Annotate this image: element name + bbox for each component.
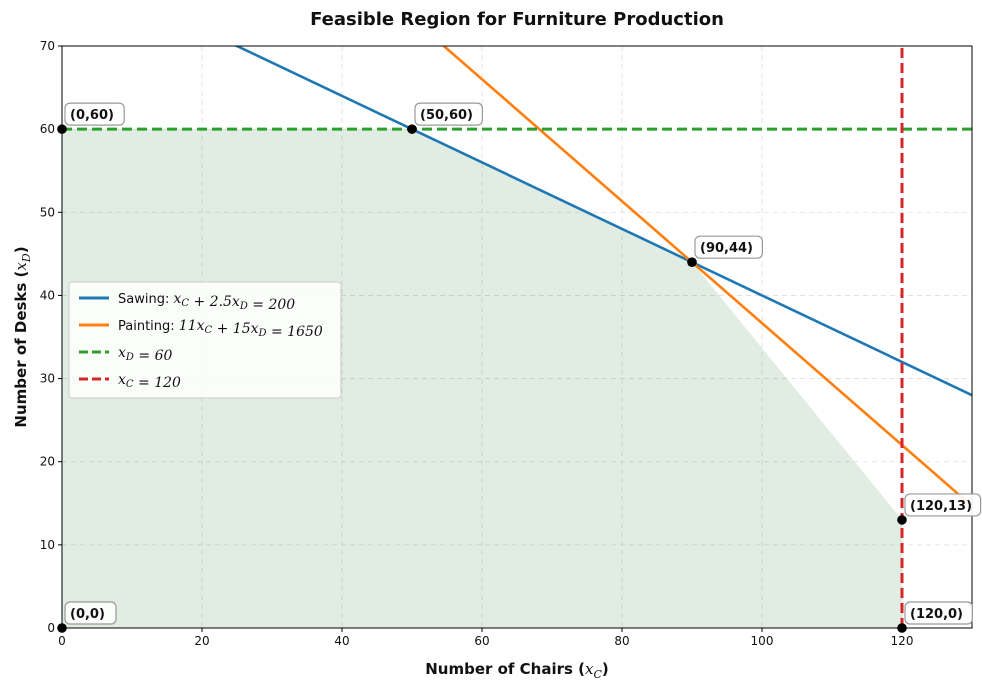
corner-point-label-box [414, 102, 484, 126]
constraint-line-1 [233, 46, 972, 397]
legend-math-part: + 2.5x [189, 294, 240, 310]
corner-point [687, 257, 697, 267]
corner-point [57, 623, 67, 633]
plot-frame [61, 45, 973, 629]
y-tick-label: 20 [40, 455, 55, 469]
chart-title: Feasible Region for Furniture Production [310, 9, 724, 30]
legend-math-part: = 60 [134, 348, 173, 364]
x-axis-label-var: x [585, 660, 594, 678]
x-tick-label: 120 [891, 634, 914, 648]
legend-math-sub: C [126, 379, 134, 390]
corner-point-label: (120,13) [910, 499, 972, 514]
corner-point [407, 124, 417, 134]
axis-ticks: 0 20 40 60 80 100 120 0 10 20 30 40 50 60 70 [40, 39, 914, 648]
y-axis-label-text: Number of Desks ( [12, 271, 30, 428]
y-axis-label-close: ) [12, 246, 30, 253]
x-axis-label-close: ) [602, 660, 609, 678]
legend-math-part: = 200 [248, 297, 295, 313]
legend-math-sub: D [125, 352, 134, 363]
x-axis-label-sub: C [594, 668, 603, 681]
legend-math-sub: C [205, 325, 213, 336]
corner-point-label: (0,0) [70, 607, 105, 622]
y-tick-label: 40 [40, 288, 55, 302]
legend-math-part: = 120 [134, 375, 181, 391]
legend-entry-prefix: Painting: [118, 319, 179, 334]
legend-entry: Sawing: xC + 2.5xD = 200 [118, 291, 295, 313]
x-axis-label-text: Number of Chairs ( [425, 660, 585, 678]
legend-math-sub: D [258, 328, 267, 339]
corner-points: (0,60) (50,60) (90,44) (120,13) (0,0) (120,0) [57, 102, 982, 633]
corner-point [897, 515, 907, 525]
feasible-region [62, 129, 902, 628]
legend-math-sub: C [181, 298, 189, 309]
y-tick-label: 30 [40, 372, 55, 386]
legend-math-part: x [118, 372, 126, 388]
y-axis-label-sub: D [20, 253, 33, 263]
corner-point [57, 124, 67, 134]
corner-point-label: (90,44) [700, 241, 753, 256]
feasible-region-layer [62, 129, 902, 628]
constraint-line-2 [441, 46, 972, 508]
legend-entry-math: 11xC + 15xD = 1650 [179, 318, 323, 340]
corner-point-label: (50,60) [420, 108, 473, 123]
corner-point-label-box [64, 102, 125, 126]
legend-entry-math: xC + 2.5xD = 200 [173, 291, 295, 313]
legend-math-part: x [173, 291, 181, 307]
y-tick-label: 0 [47, 621, 55, 635]
corner-point-label: (0,60) [70, 108, 114, 123]
y-tick-label: 70 [40, 39, 55, 53]
legend-math-part: = 1650 [267, 324, 323, 340]
legend-entry-prefix: Sawing: [118, 292, 173, 307]
legend-entry-math: xD = 60 [118, 345, 172, 364]
corner-point-label-box [694, 235, 764, 259]
legend-entry: Painting: 11xC + 15xD = 1650 [118, 318, 323, 340]
y-tick-label: 50 [40, 205, 55, 219]
x-tick-label: 40 [334, 634, 349, 648]
corner-point-label-box [904, 493, 982, 517]
x-tick-label: 100 [751, 634, 774, 648]
x-tick-label: 60 [474, 634, 489, 648]
legend-math-sub: D [239, 301, 248, 312]
x-axis-label: Number of Chairs (xC) [425, 660, 609, 681]
corner-point-label-box [904, 601, 974, 625]
x-tick-label: 20 [194, 634, 209, 648]
y-axis-label: Number of Desks (xD) [12, 246, 33, 427]
legend-math-part: + 15x [212, 321, 258, 337]
x-tick-label: 80 [614, 634, 629, 648]
corner-point-label: (120,0) [910, 607, 963, 622]
corner-point-label-box [64, 601, 117, 625]
y-axis-label-var: x [12, 262, 30, 271]
constraint-lines [62, 46, 972, 628]
x-tick-label: 0 [58, 634, 66, 648]
legend-box [68, 281, 342, 399]
legend-entry: xD = 60 [118, 345, 172, 364]
corner-point [897, 623, 907, 633]
legend-math-part: x [118, 345, 126, 361]
legend-entry-math: xC = 120 [118, 372, 181, 391]
legend-math-part: 11x [179, 318, 205, 334]
y-tick-label: 10 [40, 538, 55, 552]
legend-entry: xC = 120 [118, 372, 181, 391]
y-tick-label: 60 [40, 122, 55, 136]
